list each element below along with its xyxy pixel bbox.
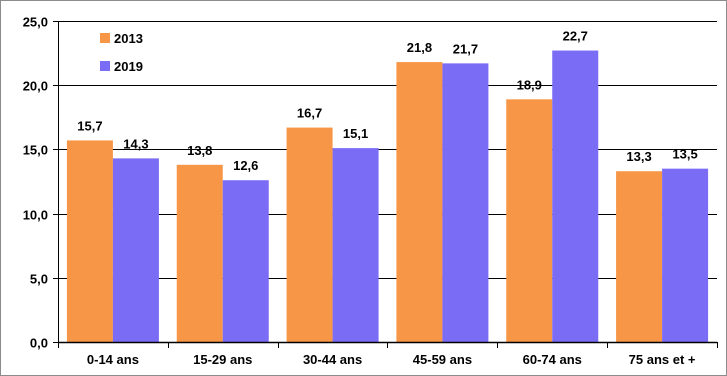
data-label-2013-3: 21,8	[407, 40, 432, 55]
data-label-2013-0: 15,7	[77, 118, 102, 133]
bars	[66, 50, 709, 343]
data-label-2013-4: 18,9	[517, 77, 542, 92]
x-tick-label-4: 60-74 ans	[523, 352, 582, 367]
x-tick-label-0: 0-14 ans	[87, 352, 139, 367]
x-tick-label-5: 75 ans et +	[629, 352, 696, 367]
y-tick-label-2: 10,0	[23, 208, 48, 223]
data-label-2013-5: 13,3	[626, 149, 651, 164]
y-tick-label-3: 15,0	[23, 143, 48, 158]
x-tick-label-3: 45-59 ans	[413, 352, 472, 367]
y-tick-label-1: 5,0	[30, 272, 48, 287]
bar-2013-0	[66, 140, 113, 342]
bar-2019-0	[112, 158, 159, 342]
bar-2013-5	[616, 171, 663, 342]
legend: 2013 2019	[100, 31, 143, 74]
y-tick-label-5: 25,0	[23, 15, 48, 30]
bar-2019-2	[332, 148, 379, 342]
legend-swatch-2019	[100, 61, 110, 71]
bar-2019-5	[662, 168, 709, 342]
bar-2019-1	[222, 180, 269, 342]
bar-2013-4	[506, 99, 553, 342]
legend-swatch-2013	[100, 33, 110, 43]
x-tick-label-2: 30-44 ans	[303, 352, 362, 367]
legend-label-2013: 2013	[114, 31, 143, 46]
data-label-2019-5: 13,5	[672, 147, 697, 162]
data-label-2019-1: 12,6	[233, 158, 258, 173]
gridlines	[58, 21, 717, 279]
bar-2013-1	[176, 164, 223, 342]
bar-2013-3	[396, 62, 443, 342]
legend-label-2019: 2019	[114, 59, 143, 74]
data-label-2019-0: 14,3	[123, 136, 148, 151]
labels: 15,7 14,3 13,8 12,6 16,7 15,1 21,8 21,7 18,9 22,7…	[77, 29, 697, 174]
data-label-2019-4: 22,7	[563, 29, 588, 44]
data-label-2019-2: 15,1	[343, 126, 368, 141]
data-label-2013-1: 13,8	[187, 143, 212, 158]
bar-2019-3	[442, 63, 489, 342]
data-label-2013-2: 16,7	[297, 106, 322, 121]
y-tick-label-4: 20,0	[23, 79, 48, 94]
x-tick-label-1: 15-29 ans	[193, 352, 252, 367]
data-label-2019-3: 21,7	[453, 41, 478, 56]
bar-2019-4	[552, 50, 599, 342]
bar-2013-2	[286, 127, 333, 343]
axes: 0,0 5,0 10,0 15,0 20,0 25,0 0-14 ans 15-29 ans 3…	[23, 15, 718, 367]
y-tick-label-0: 0,0	[30, 336, 48, 351]
